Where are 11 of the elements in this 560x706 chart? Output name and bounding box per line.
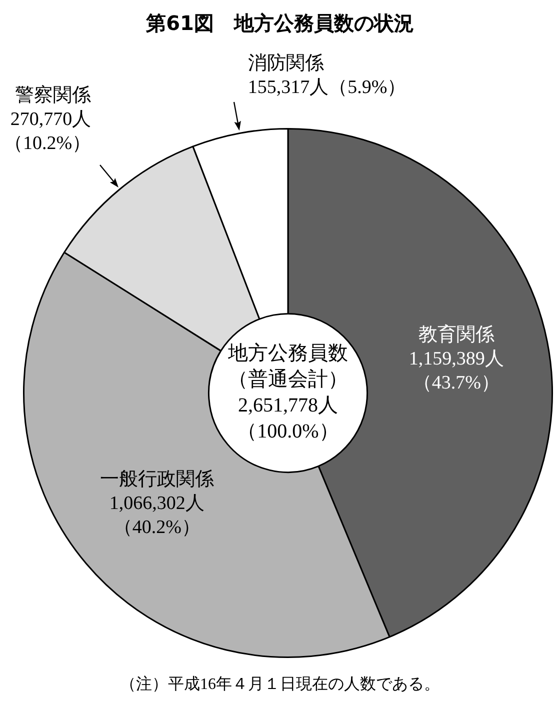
text: （注）平成16年４月１日現在の人数である。 [119,674,441,695]
data-label: 1,159,389人（43.7%） [408,348,504,394]
text: 地方公務員数（普通会計）2,651,778人（100.0%） [227,341,348,442]
slice-label: 一般行政関係 [100,468,214,490]
data-label: 270,770人（10.2%） [4,109,92,154]
chart-title: 第61図 地方公務員数の状況 [145,10,415,37]
slice-label: 教育関係 [418,323,494,346]
slice-label: 警察関係 [15,84,92,106]
data-label: 1,066,302人（40.2%） [109,492,204,538]
slice-label: 消防関係 [248,53,324,74]
data-label: 155,317人（5.9%） [248,77,406,98]
